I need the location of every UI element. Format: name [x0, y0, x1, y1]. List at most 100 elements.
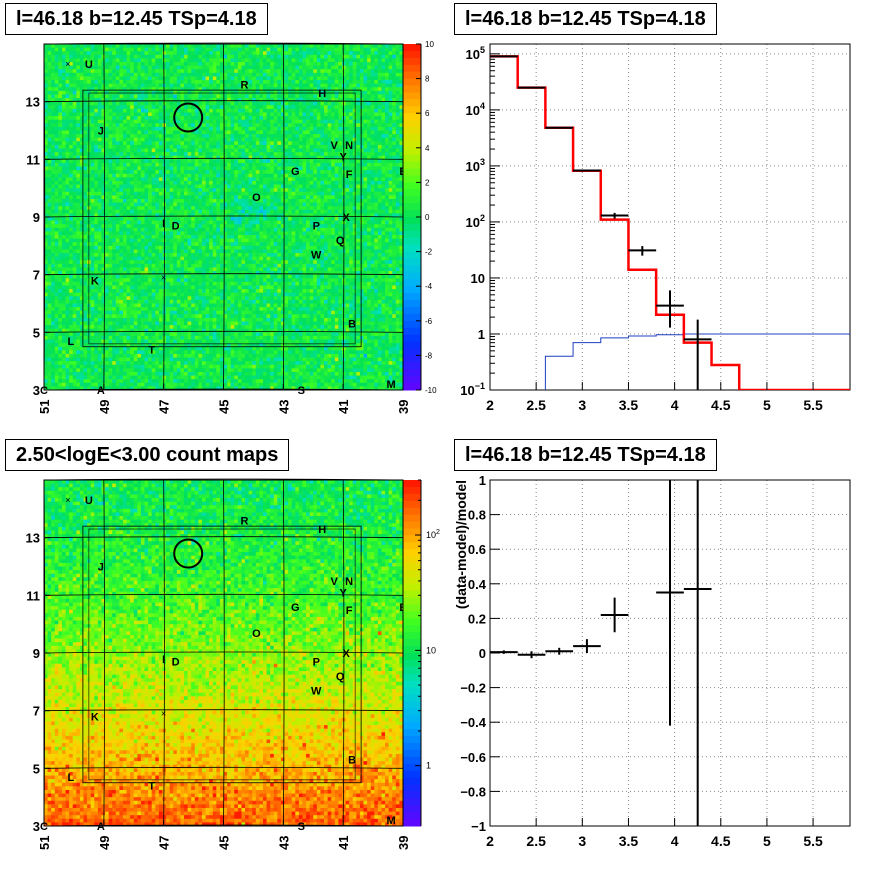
map-pixel	[277, 141, 282, 146]
map-pixel	[54, 206, 59, 211]
map-pixel	[97, 62, 102, 67]
map-pixel	[255, 144, 260, 149]
map-pixel	[79, 220, 84, 225]
map-pixel	[316, 166, 321, 171]
map-pixel	[169, 54, 174, 59]
map-pixel	[331, 213, 336, 218]
map-pixel	[205, 87, 210, 92]
map-pixel	[72, 101, 77, 106]
map-pixel	[79, 83, 84, 88]
map-pixel	[284, 76, 289, 81]
map-pixel	[309, 134, 314, 139]
map-pixel	[83, 112, 88, 117]
map-pixel	[255, 134, 260, 139]
map-pixel	[291, 209, 296, 214]
map-pixel	[94, 80, 99, 85]
map-pixel	[144, 173, 149, 178]
map-pixel	[306, 217, 311, 221]
map-pixel	[341, 51, 346, 56]
map-pixel	[288, 213, 293, 218]
map-pixel	[306, 112, 311, 117]
map-pixel	[212, 191, 217, 196]
map-pixel	[245, 105, 250, 110]
map-pixel	[133, 177, 138, 182]
map-pixel	[309, 180, 314, 185]
map-pixel	[284, 119, 289, 124]
map-pixel	[90, 108, 95, 113]
map-pixel	[277, 220, 282, 225]
map-pixel	[395, 101, 400, 106]
map-pixel	[212, 155, 217, 160]
map-pixel	[291, 54, 296, 59]
map-pixel	[295, 155, 300, 160]
map-pixel	[108, 101, 113, 106]
map-pixel	[151, 51, 156, 56]
map-pixel	[302, 47, 307, 52]
map-pixel	[108, 191, 113, 196]
map-pixel	[115, 141, 120, 146]
map-pixel	[83, 134, 88, 139]
map-pixel	[122, 148, 127, 153]
map-pixel	[140, 119, 145, 124]
map-pixel	[385, 159, 390, 164]
map-pixel	[212, 198, 217, 203]
map-pixel	[352, 206, 357, 211]
map-pixel	[151, 141, 156, 146]
map-pixel	[187, 98, 192, 103]
map-pixel	[209, 209, 214, 214]
map-pixel	[216, 184, 221, 189]
map-pixel	[309, 184, 314, 189]
map-pixel	[54, 58, 59, 63]
map-pixel	[54, 191, 59, 196]
map-pixel	[306, 105, 311, 110]
map-pixel	[158, 173, 163, 178]
map-pixel	[381, 191, 386, 196]
map-pixel	[169, 101, 174, 106]
map-pixel	[148, 162, 153, 167]
map-pixel	[169, 144, 174, 149]
map-pixel	[306, 98, 311, 103]
map-pixel	[381, 116, 386, 121]
map-pixel	[58, 177, 63, 182]
map-pixel	[105, 209, 110, 214]
map-pixel	[209, 83, 214, 88]
map-pixel	[158, 87, 163, 92]
map-pixel	[122, 134, 127, 139]
map-pixel	[47, 101, 52, 106]
map-pixel	[349, 65, 354, 70]
map-pixel	[130, 123, 135, 128]
map-pixel	[381, 44, 386, 48]
map-pixel	[284, 202, 289, 207]
map-pixel	[291, 119, 296, 124]
map-pixel	[144, 69, 149, 74]
map-pixel	[309, 220, 314, 225]
map-pixel	[370, 217, 375, 221]
map-pixel	[280, 69, 285, 74]
map-pixel	[363, 162, 368, 167]
map-pixel	[359, 137, 364, 142]
map-pixel	[191, 191, 196, 196]
map-pixel	[155, 130, 160, 135]
map-pixel	[126, 217, 131, 221]
map-pixel	[108, 126, 113, 131]
map-pixel	[370, 202, 375, 207]
map-pixel	[219, 217, 224, 221]
map-pixel	[324, 166, 329, 171]
map-pixel	[54, 94, 59, 99]
map-pixel	[280, 72, 285, 77]
map-pixel	[234, 188, 239, 193]
map-pixel	[94, 112, 99, 117]
map-pixel	[105, 198, 110, 203]
map-pixel	[324, 134, 329, 139]
map-pixel	[327, 137, 332, 142]
map-pixel	[119, 162, 124, 167]
map-pixel	[173, 94, 178, 99]
map-pixel	[313, 213, 318, 218]
map-pixel	[298, 144, 303, 149]
map-pixel	[58, 184, 63, 189]
map-pixel	[201, 126, 206, 131]
map-pixel	[69, 206, 74, 211]
map-pixel	[180, 94, 185, 99]
map-pixel	[241, 87, 246, 92]
map-pixel	[395, 148, 400, 153]
